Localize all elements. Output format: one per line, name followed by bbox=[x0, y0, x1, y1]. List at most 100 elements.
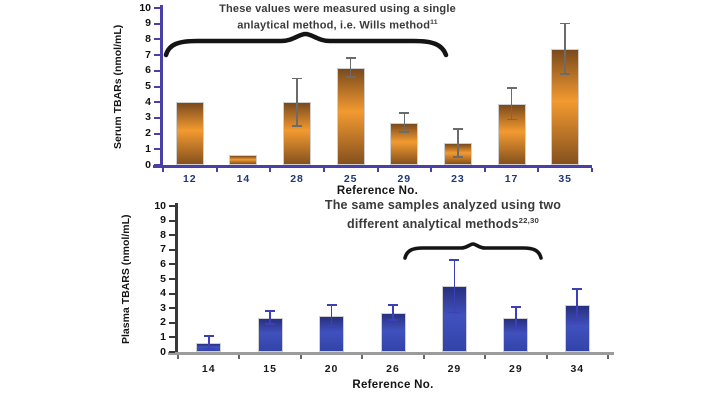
error-bar-cap-top bbox=[510, 305, 521, 308]
x-axis bbox=[168, 352, 614, 355]
y-tick-label: 5 bbox=[160, 272, 166, 285]
error-bar bbox=[457, 128, 459, 158]
error-bar-cap-top bbox=[452, 128, 463, 130]
error-bar-cap-top bbox=[345, 57, 356, 60]
y-tick-label: 8 bbox=[160, 228, 166, 241]
y-tick bbox=[169, 292, 175, 295]
y-tick-label: 3 bbox=[160, 301, 166, 314]
category-label: 28 bbox=[290, 173, 304, 185]
error-bar bbox=[296, 78, 298, 126]
error-bar bbox=[576, 289, 579, 320]
bar bbox=[229, 154, 258, 165]
y-tick bbox=[154, 164, 160, 166]
y-tick bbox=[169, 234, 175, 237]
y-tick-label: 6 bbox=[160, 257, 166, 270]
y-tick bbox=[154, 101, 160, 104]
category-label: 25 bbox=[343, 173, 358, 185]
x-tick bbox=[545, 355, 548, 359]
y-tick bbox=[169, 336, 175, 339]
error-bar bbox=[403, 113, 406, 133]
error-bar-cap-bottom bbox=[326, 324, 337, 327]
plasma-annotation: The same samples analyzed using two diff… bbox=[293, 197, 593, 232]
y-axis bbox=[175, 203, 178, 355]
y-tick bbox=[154, 148, 160, 151]
x-tick bbox=[215, 168, 218, 172]
category-label: 23 bbox=[451, 173, 465, 185]
serum-brace-icon bbox=[163, 31, 449, 58]
category-label: 20 bbox=[324, 363, 339, 375]
y-tick-label: 1 bbox=[145, 142, 151, 155]
x-tick bbox=[238, 355, 241, 359]
serum-plot-area: 0 1 2 3 4 5 6 7 8 9 10 12 14 28 25 29 23 17 35 bbox=[139, 2, 593, 185]
error-bar bbox=[207, 335, 210, 350]
error-bar-cap-bottom bbox=[292, 124, 303, 127]
error-bar-cap-top bbox=[203, 335, 214, 337]
error-bar-cap-top bbox=[572, 288, 583, 290]
y-tick bbox=[154, 38, 160, 41]
y-tick-label: 7 bbox=[160, 243, 166, 256]
error-bar-cap-bottom bbox=[388, 319, 398, 321]
y-tick-label: 9 bbox=[145, 17, 151, 30]
serum-x-axis-title: Reference No. bbox=[336, 185, 419, 197]
plasma-annotation-superscript: 22,30 bbox=[518, 216, 540, 225]
y-tick-label: 0 bbox=[145, 158, 151, 171]
x-tick bbox=[422, 355, 425, 359]
bar bbox=[380, 312, 406, 352]
y-tick bbox=[154, 132, 160, 135]
x-tick bbox=[537, 168, 540, 172]
x-tick bbox=[607, 355, 609, 359]
y-tick bbox=[169, 263, 175, 266]
error-bar-cap-bottom bbox=[510, 327, 521, 330]
y-tick-label: 2 bbox=[145, 127, 151, 140]
y-tick bbox=[154, 54, 160, 57]
x-tick bbox=[162, 168, 164, 172]
serum-annotation-line1: These values were measured using a singl… bbox=[219, 3, 456, 15]
y-tick bbox=[169, 351, 175, 353]
x-tick bbox=[299, 355, 302, 359]
error-bar-cap-bottom bbox=[560, 73, 571, 75]
error-bar-cap-bottom bbox=[449, 311, 460, 314]
x-tick bbox=[484, 355, 487, 359]
y-tick bbox=[154, 22, 160, 25]
y-tick bbox=[169, 307, 175, 310]
error-bar-cap-top bbox=[326, 304, 337, 307]
error-bar-cap-top bbox=[292, 77, 303, 80]
y-tick-label: 6 bbox=[145, 64, 151, 77]
serum-annotation: These values were measured using a singl… bbox=[195, 2, 480, 33]
serum-annotation-superscript: 11 bbox=[430, 19, 438, 26]
error-bar-cap-bottom bbox=[345, 76, 356, 78]
serum-annotation-line2: anlaytical method, i.e. Wills method11 bbox=[237, 19, 438, 32]
error-bar bbox=[453, 260, 456, 313]
error-bar-cap-bottom bbox=[203, 348, 214, 350]
category-label: 35 bbox=[558, 173, 573, 185]
category-label: 29 bbox=[509, 363, 523, 375]
error-bar-cap-top bbox=[506, 87, 517, 89]
error-bar bbox=[510, 88, 513, 120]
category-label: 26 bbox=[386, 363, 400, 375]
y-tick-label: 2 bbox=[160, 316, 166, 329]
x-tick bbox=[269, 168, 272, 172]
y-tick bbox=[154, 69, 160, 72]
error-bar-cap-top bbox=[265, 310, 276, 312]
y-tick bbox=[169, 248, 175, 251]
y-tick-label: 10 bbox=[139, 1, 151, 14]
x-tick bbox=[430, 168, 433, 172]
y-tick-label: 8 bbox=[145, 32, 151, 45]
x-tick bbox=[591, 168, 593, 172]
x-axis bbox=[153, 165, 592, 168]
error-bar-cap-top bbox=[449, 259, 460, 261]
category-label: 34 bbox=[570, 363, 585, 375]
y-tick bbox=[154, 85, 160, 88]
x-tick bbox=[483, 168, 486, 172]
error-bar bbox=[330, 305, 333, 326]
error-bar bbox=[392, 305, 394, 320]
y-tick-label: 4 bbox=[160, 287, 166, 300]
plasma-brace-icon bbox=[403, 242, 543, 260]
y-tick bbox=[169, 219, 175, 222]
y-tick-label: 4 bbox=[145, 95, 151, 108]
category-label: 17 bbox=[504, 173, 519, 185]
category-label: 29 bbox=[397, 173, 412, 185]
x-tick bbox=[361, 355, 364, 359]
y-tick bbox=[169, 321, 175, 324]
